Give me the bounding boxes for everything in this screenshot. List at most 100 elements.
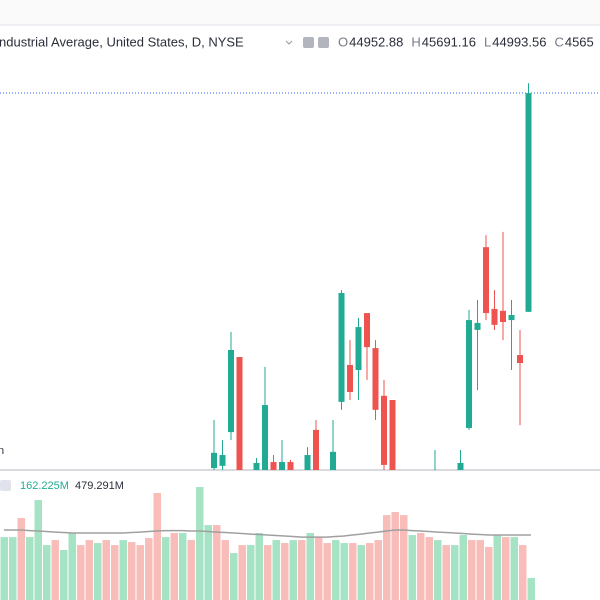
ohlc-value: 44993.56 — [492, 34, 546, 49]
volume-ma: 479.291M — [75, 480, 124, 492]
volume-bar — [162, 537, 170, 600]
volume-ma-line — [4, 529, 532, 538]
ohlc-key: O — [338, 34, 348, 49]
volume-bar — [221, 540, 229, 600]
volume-bar — [527, 578, 535, 600]
volume-bar — [451, 545, 459, 600]
volume-bar — [170, 533, 178, 600]
candle-body — [364, 313, 370, 348]
volume-bar — [213, 525, 221, 600]
volume-bar — [323, 543, 331, 600]
volume-bar — [502, 537, 510, 600]
volume-bar — [459, 535, 467, 600]
candle-body — [287, 462, 294, 470]
volume-bar — [102, 540, 110, 600]
volume-bar — [408, 535, 416, 600]
volume-bar — [298, 540, 306, 600]
icon[interactable] — [303, 37, 314, 48]
volume-bar — [349, 543, 357, 600]
candle-body — [355, 327, 362, 371]
volume-bar — [281, 543, 289, 600]
volume-bar — [476, 540, 484, 600]
dropdown-icon[interactable] — [285, 40, 293, 45]
ohlc-value: 44952.88 — [349, 34, 403, 49]
volume-bar — [128, 542, 136, 600]
candle-body — [279, 462, 285, 470]
candle-body — [219, 455, 226, 466]
volume-bar — [468, 540, 476, 600]
volume-bar — [77, 545, 85, 600]
volume-bar — [136, 545, 144, 600]
top-bar — [0, 0, 600, 25]
close-icon[interactable] — [0, 480, 11, 491]
candle-body — [389, 399, 396, 470]
axis-fragment: n — [0, 445, 4, 457]
volume-bar — [238, 545, 246, 600]
volume-bar — [425, 537, 433, 600]
volume-bar — [400, 515, 408, 600]
volume-bar — [417, 533, 425, 600]
volume-bar — [51, 540, 59, 600]
volume-bar — [0, 537, 8, 600]
symbol-title[interactable]: ndustrial Average, United States, D, NYS… — [0, 34, 244, 49]
volume-bar — [315, 537, 323, 600]
candle-body — [313, 429, 319, 470]
volume-value: 162.225M — [20, 480, 69, 492]
volume-bar — [34, 500, 42, 600]
volume-bar — [306, 533, 314, 600]
candle-body — [347, 364, 353, 393]
candle-body — [304, 455, 311, 470]
volume-bar — [434, 540, 442, 600]
volume-bar — [264, 545, 272, 600]
candle-body — [262, 405, 268, 470]
candle-body — [457, 462, 464, 470]
candle-body — [228, 349, 234, 433]
candle-body — [483, 247, 489, 314]
volume-bar — [391, 512, 399, 600]
volume-bar — [94, 543, 102, 600]
volume-bar — [26, 537, 34, 600]
ohlc-key: L — [484, 34, 491, 49]
candle-body — [474, 322, 481, 330]
candle-body — [270, 462, 277, 470]
volume-bar — [332, 540, 340, 600]
volume-bar — [272, 540, 280, 600]
volume-bar — [111, 545, 119, 600]
candle-body — [381, 395, 387, 465]
candles — [211, 83, 532, 470]
candle-body — [500, 310, 506, 322]
volume-bar — [9, 537, 17, 600]
candle-body — [517, 355, 523, 364]
volume-bar — [485, 546, 493, 600]
volume-bar — [43, 545, 51, 600]
candle-body — [236, 356, 243, 470]
volume-bar — [179, 533, 187, 600]
ohlc-value: 4565 — [565, 34, 594, 49]
volume-bar — [17, 518, 25, 600]
volume-bar — [357, 545, 365, 600]
ohlc-value: 45691.16 — [422, 34, 476, 49]
volume-bar — [196, 487, 204, 600]
candle-body — [525, 93, 532, 312]
volume-bar — [510, 537, 518, 600]
ohlc-key: C — [554, 34, 563, 49]
volume-bar — [153, 493, 161, 600]
candle-body — [338, 293, 345, 402]
volume-bar — [60, 549, 68, 600]
volume-bar — [340, 543, 348, 600]
volume-bar — [187, 540, 195, 600]
candle-body — [491, 308, 498, 325]
volume-bar — [493, 535, 501, 600]
candle-body — [372, 348, 379, 410]
ohlc-legend: O 44952.88 H 45691.16 L 44993.56 C 4565 — [338, 34, 594, 49]
candle-body — [253, 462, 260, 470]
volume-bar — [519, 545, 527, 600]
candle-body — [508, 314, 515, 321]
ohlc-key: H — [411, 34, 420, 49]
volume-bar — [230, 553, 238, 600]
volume-bar — [289, 540, 297, 600]
volume-bar — [442, 545, 450, 600]
icon[interactable] — [318, 37, 329, 48]
candle-body — [466, 320, 472, 428]
